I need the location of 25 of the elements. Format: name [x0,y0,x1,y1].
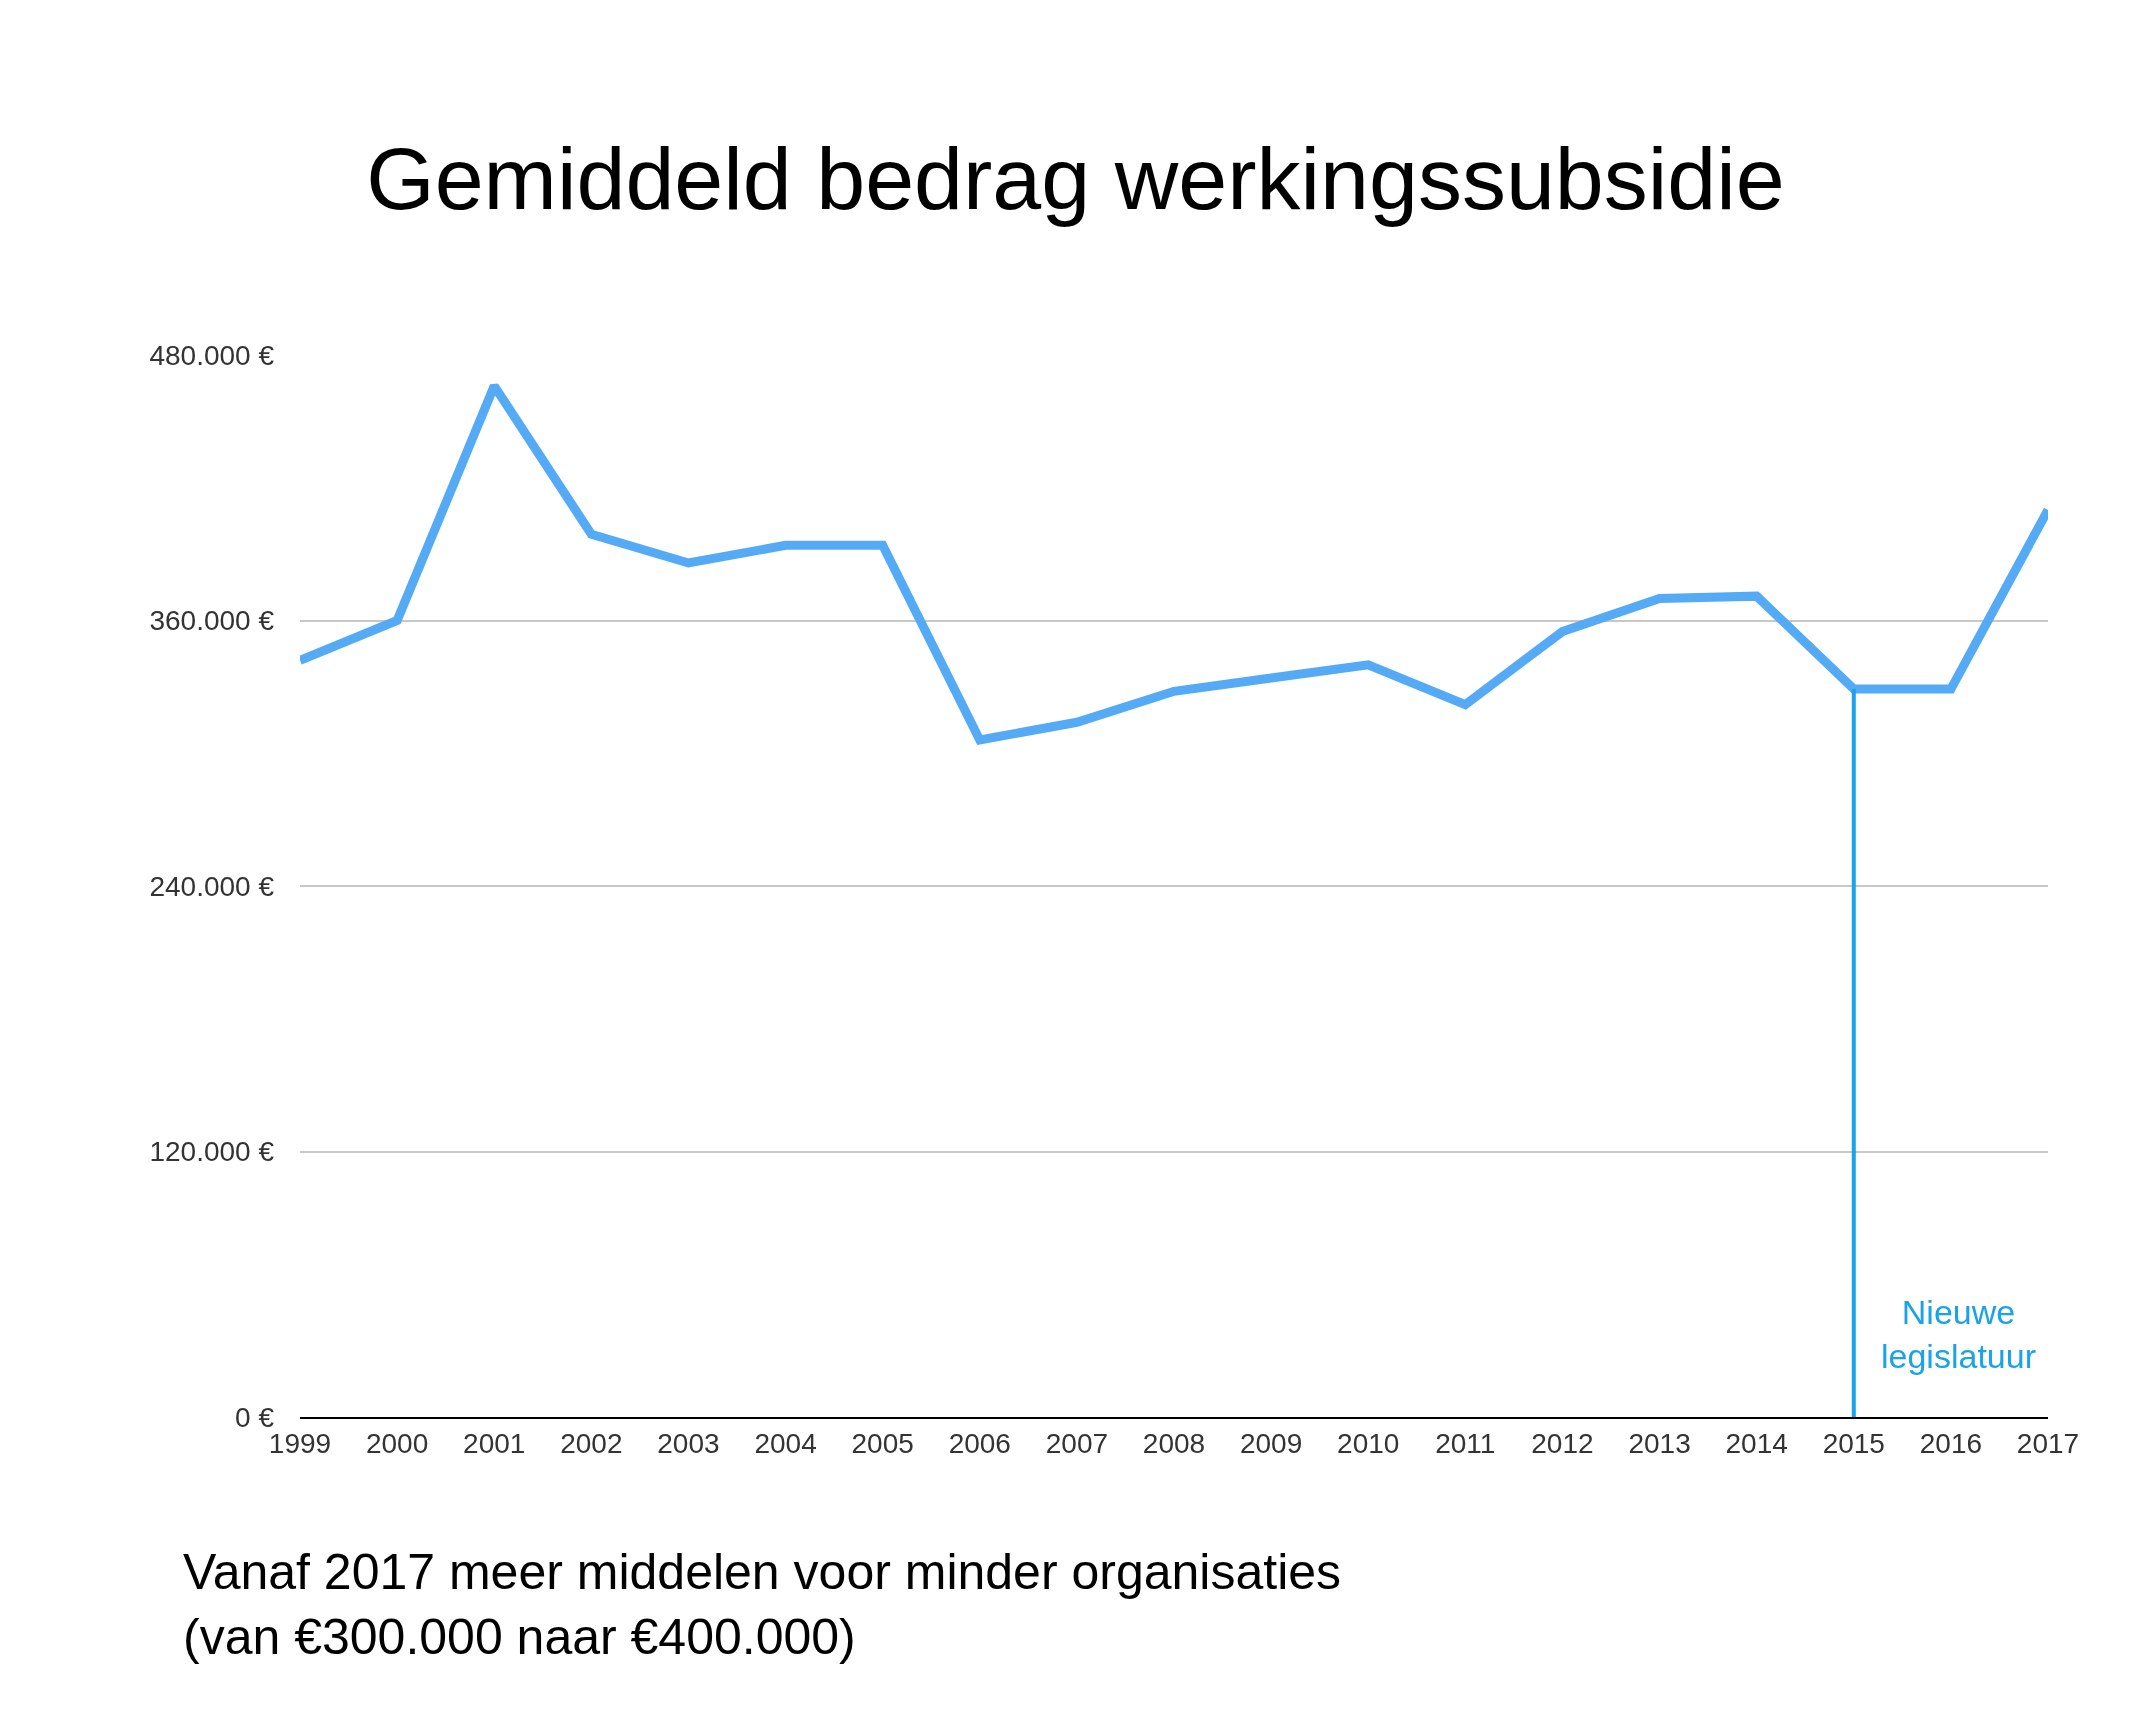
chart-title: Gemiddeld bedrag werkingssubsidie [366,128,1785,228]
x-tick-label: 2013 [1628,1427,1691,1459]
x-tick-label: 2005 [851,1427,914,1459]
x-tick-label: 2008 [1142,1427,1206,1459]
x-tick-label: 2009 [1239,1427,1303,1459]
x-tick-label: 2016 [1919,1427,1983,1459]
x-tick-label: 2000 [365,1427,429,1459]
x-tick-label: 2006 [948,1427,1011,1459]
ref-line-label: Nieuwe legislatuur [1881,1293,2036,1376]
x-tick-label: 2012 [1531,1427,1594,1459]
y-tick-label: 360.000 € [149,605,275,637]
x-tick-label: 2010 [1337,1427,1400,1459]
x-tick-label: 2011 [1435,1427,1496,1459]
x-tick-label: 2002 [560,1427,623,1459]
text: Vanaf 2017 meer middelen voor minder organisaties (van €300.000 naar €400.000) [183,1544,1342,1665]
x-tick-label: 2003 [657,1427,720,1459]
y-tick-label: 120.000 € [149,1136,275,1168]
x-tick-label: 2017 [2016,1427,2080,1459]
x-tick-label: 2007 [1045,1427,1109,1459]
x-tick-label: 2014 [1725,1427,1788,1459]
x-tick-label: 2004 [754,1427,817,1459]
y-tick-label: 240.000 € [149,870,275,902]
x-tick-label: 2015 [1822,1427,1885,1459]
y-tick-label: 480.000 € [149,339,275,371]
x-tick-label: 2001 [463,1427,526,1459]
